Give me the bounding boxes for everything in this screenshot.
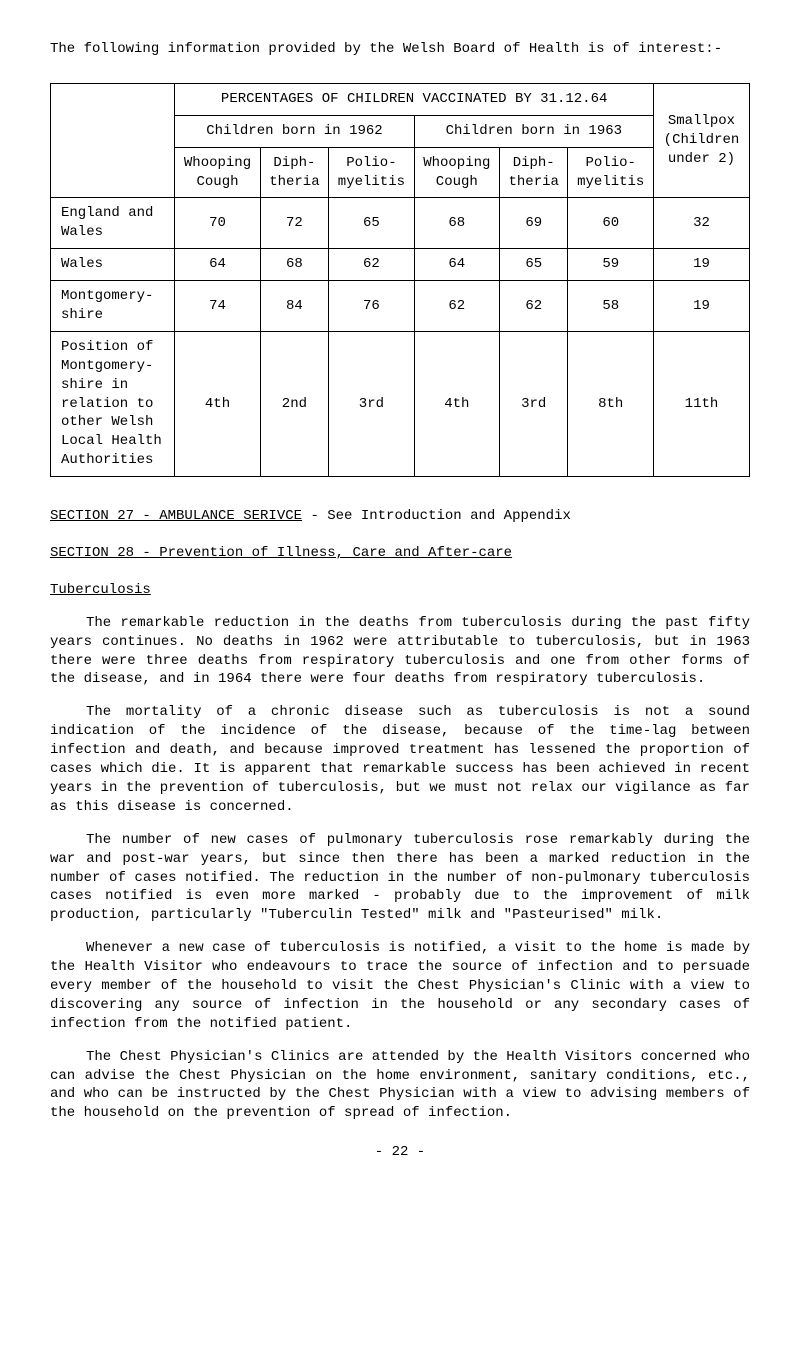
col-diph-2: Diph- theria <box>499 147 568 198</box>
cell: 68 <box>260 249 329 281</box>
row-label: Position of Montgomery- shire in relatio… <box>51 331 175 476</box>
section-27: SECTION 27 - AMBULANCE SERIVCE - See Int… <box>50 507 750 526</box>
cell: 65 <box>329 198 415 249</box>
row-label: Montgomery- shire <box>51 281 175 332</box>
cell: 70 <box>175 198 260 249</box>
cell: 19 <box>653 281 749 332</box>
table-row: England and Wales 70 72 65 68 69 60 32 <box>51 198 750 249</box>
cell: 65 <box>499 249 568 281</box>
table-row: Montgomery- shire 74 84 76 62 62 58 19 <box>51 281 750 332</box>
cell: 84 <box>260 281 329 332</box>
cell: 58 <box>568 281 654 332</box>
paragraph: The Chest Physician's Clinics are attend… <box>50 1048 750 1124</box>
paragraph: The mortality of a chronic disease such … <box>50 703 750 816</box>
tuberculosis-heading: Tuberculosis <box>50 581 750 600</box>
cell: 68 <box>414 198 499 249</box>
col-whooping-2: Whooping Cough <box>414 147 499 198</box>
cell: 62 <box>414 281 499 332</box>
cell: 72 <box>260 198 329 249</box>
cell: 11th <box>653 331 749 476</box>
section-28-label: SECTION 28 - Prevention of Illness, Care… <box>50 545 512 561</box>
row-label: England and Wales <box>51 198 175 249</box>
cell: 69 <box>499 198 568 249</box>
intro-text: The following information provided by th… <box>50 40 750 59</box>
table-row: Wales 64 68 62 64 65 59 19 <box>51 249 750 281</box>
header-1963: Children born in 1963 <box>414 115 653 147</box>
cell: 62 <box>499 281 568 332</box>
header-1962: Children born in 1962 <box>175 115 414 147</box>
cell: 3rd <box>499 331 568 476</box>
table-row: Position of Montgomery- shire in relatio… <box>51 331 750 476</box>
header-main: PERCENTAGES OF CHILDREN VACCINATED BY 31… <box>175 83 654 115</box>
cell: 62 <box>329 249 415 281</box>
cell: 60 <box>568 198 654 249</box>
page-number: - 22 - <box>50 1143 750 1162</box>
col-whooping-1: Whooping Cough <box>175 147 260 198</box>
col-polio-2: Polio- myelitis <box>568 147 654 198</box>
cell: 2nd <box>260 331 329 476</box>
cell: 76 <box>329 281 415 332</box>
cell: 3rd <box>329 331 415 476</box>
corner-cell <box>51 83 175 198</box>
cell: 59 <box>568 249 654 281</box>
header-smallpox: Smallpox (Children under 2) <box>653 83 749 198</box>
paragraph: The number of new cases of pulmonary tub… <box>50 831 750 925</box>
section-28: SECTION 28 - Prevention of Illness, Care… <box>50 544 750 563</box>
section-27-label: SECTION 27 - AMBULANCE SERIVCE <box>50 508 302 524</box>
col-diph-1: Diph- theria <box>260 147 329 198</box>
col-polio-1: Polio- myelitis <box>329 147 415 198</box>
cell: 19 <box>653 249 749 281</box>
cell: 74 <box>175 281 260 332</box>
cell: 32 <box>653 198 749 249</box>
tuberculosis-heading-text: Tuberculosis <box>50 582 151 598</box>
cell: 64 <box>175 249 260 281</box>
row-label: Wales <box>51 249 175 281</box>
cell: 64 <box>414 249 499 281</box>
section-27-rest: - See Introduction and Appendix <box>302 508 571 524</box>
vaccination-table: PERCENTAGES OF CHILDREN VACCINATED BY 31… <box>50 83 750 477</box>
cell: 8th <box>568 331 654 476</box>
paragraph: Whenever a new case of tuberculosis is n… <box>50 939 750 1033</box>
cell: 4th <box>175 331 260 476</box>
paragraph: The remarkable reduction in the deaths f… <box>50 614 750 690</box>
cell: 4th <box>414 331 499 476</box>
